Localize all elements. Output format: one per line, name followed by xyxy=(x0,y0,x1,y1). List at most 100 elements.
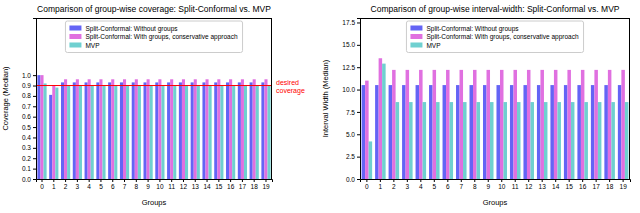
tick: 15.0 xyxy=(342,41,360,48)
tick-label: 17.5 xyxy=(342,19,355,26)
tick-mark xyxy=(207,179,208,182)
tick-label: 7 xyxy=(459,183,463,190)
tick-mark xyxy=(218,179,219,182)
bar xyxy=(40,75,43,179)
bar xyxy=(382,64,386,179)
tick: 0.6 xyxy=(22,113,36,120)
tick-label: 0.1 xyxy=(22,165,31,172)
bar xyxy=(557,102,561,179)
bar xyxy=(567,70,571,179)
plot-area xyxy=(36,75,272,179)
tick: 4 xyxy=(87,179,91,190)
tick-mark xyxy=(357,45,360,46)
tick-mark xyxy=(42,179,43,182)
frame xyxy=(271,18,272,179)
tick: 17 xyxy=(239,179,247,190)
bar xyxy=(197,86,200,179)
bar xyxy=(487,70,491,179)
tick-mark xyxy=(89,179,90,182)
tick-mark xyxy=(357,22,360,23)
bar xyxy=(217,79,220,179)
axis-line xyxy=(37,180,273,183)
bar xyxy=(389,85,393,179)
tick: 7 xyxy=(459,179,463,190)
bar xyxy=(179,82,182,179)
bar xyxy=(402,85,406,179)
tick: 10 xyxy=(156,179,164,190)
tick: 0.9 xyxy=(22,82,36,89)
tick: 0.2 xyxy=(22,155,36,162)
legend-box xyxy=(406,21,583,53)
tick-mark xyxy=(420,179,421,182)
legend-label: MVP xyxy=(85,42,99,49)
bar xyxy=(581,70,585,179)
bar xyxy=(126,86,129,179)
tick: 17 xyxy=(593,179,601,190)
bar xyxy=(214,82,217,179)
tick-label: 11 xyxy=(512,183,519,190)
bar xyxy=(436,102,440,179)
tick-label: 0.8 xyxy=(22,92,31,99)
tick-label: 0.9 xyxy=(22,82,31,89)
legend-label: Split-Conformal: With groups, conservati… xyxy=(426,33,578,41)
tick: 11 xyxy=(168,179,175,190)
tick: 0.5 xyxy=(22,124,36,131)
tick-mark xyxy=(112,179,113,182)
bar xyxy=(261,82,264,179)
tick-mark xyxy=(357,112,360,113)
tick-mark xyxy=(357,157,360,158)
panel: desiredcoverage0.00.10.20.30.40.50.60.70… xyxy=(1,4,305,207)
bar xyxy=(55,88,58,179)
tick-label: 19 xyxy=(262,183,270,190)
tick-mark xyxy=(596,179,597,182)
tick: 0.0 xyxy=(346,176,360,183)
y-axis-title: Coverage (Median) xyxy=(1,66,10,131)
bar xyxy=(99,79,102,179)
tick: 1.0 xyxy=(22,72,36,79)
bar xyxy=(76,79,79,179)
bar xyxy=(450,102,454,179)
tick: 19 xyxy=(620,179,628,190)
legend-swatch xyxy=(69,26,81,31)
tick-mark xyxy=(582,179,583,182)
tick-mark xyxy=(33,96,36,97)
axis-line xyxy=(361,180,631,183)
y-axis-title: Interval Width (Median) xyxy=(321,59,330,137)
tick: 4 xyxy=(419,179,423,190)
bar xyxy=(365,81,369,179)
tick: 19 xyxy=(262,179,270,190)
tick: 0.1 xyxy=(22,165,36,172)
bar xyxy=(229,79,232,179)
bar xyxy=(477,102,481,179)
tick-mark xyxy=(357,90,360,91)
bar xyxy=(564,85,568,179)
bar xyxy=(202,82,205,179)
tick: 5.0 xyxy=(346,131,360,138)
bar xyxy=(144,82,147,179)
tick-label: 2 xyxy=(392,183,396,190)
bar-series xyxy=(44,83,271,179)
tick-mark xyxy=(609,179,610,182)
bar xyxy=(88,79,91,179)
bar xyxy=(67,86,70,179)
bar xyxy=(220,86,223,179)
tick-label: 8 xyxy=(473,183,477,190)
bar xyxy=(226,82,229,179)
tick-mark xyxy=(33,117,36,118)
bar xyxy=(406,70,410,179)
tick-mark xyxy=(100,179,101,182)
frame xyxy=(629,18,630,179)
tick: 9 xyxy=(486,179,490,190)
tick-label: 12.5 xyxy=(342,64,355,71)
bar xyxy=(85,82,88,179)
bar xyxy=(517,102,521,179)
tick-label: 19 xyxy=(620,183,628,190)
tick: 13 xyxy=(192,179,200,190)
tick-mark xyxy=(33,169,36,170)
bar xyxy=(530,102,534,179)
tick-label: 5 xyxy=(99,183,103,190)
figure: desiredcoverage0.00.10.20.30.40.50.60.70… xyxy=(0,0,640,213)
tick-mark xyxy=(393,179,394,182)
bar xyxy=(460,70,464,179)
tick-mark xyxy=(33,86,36,87)
